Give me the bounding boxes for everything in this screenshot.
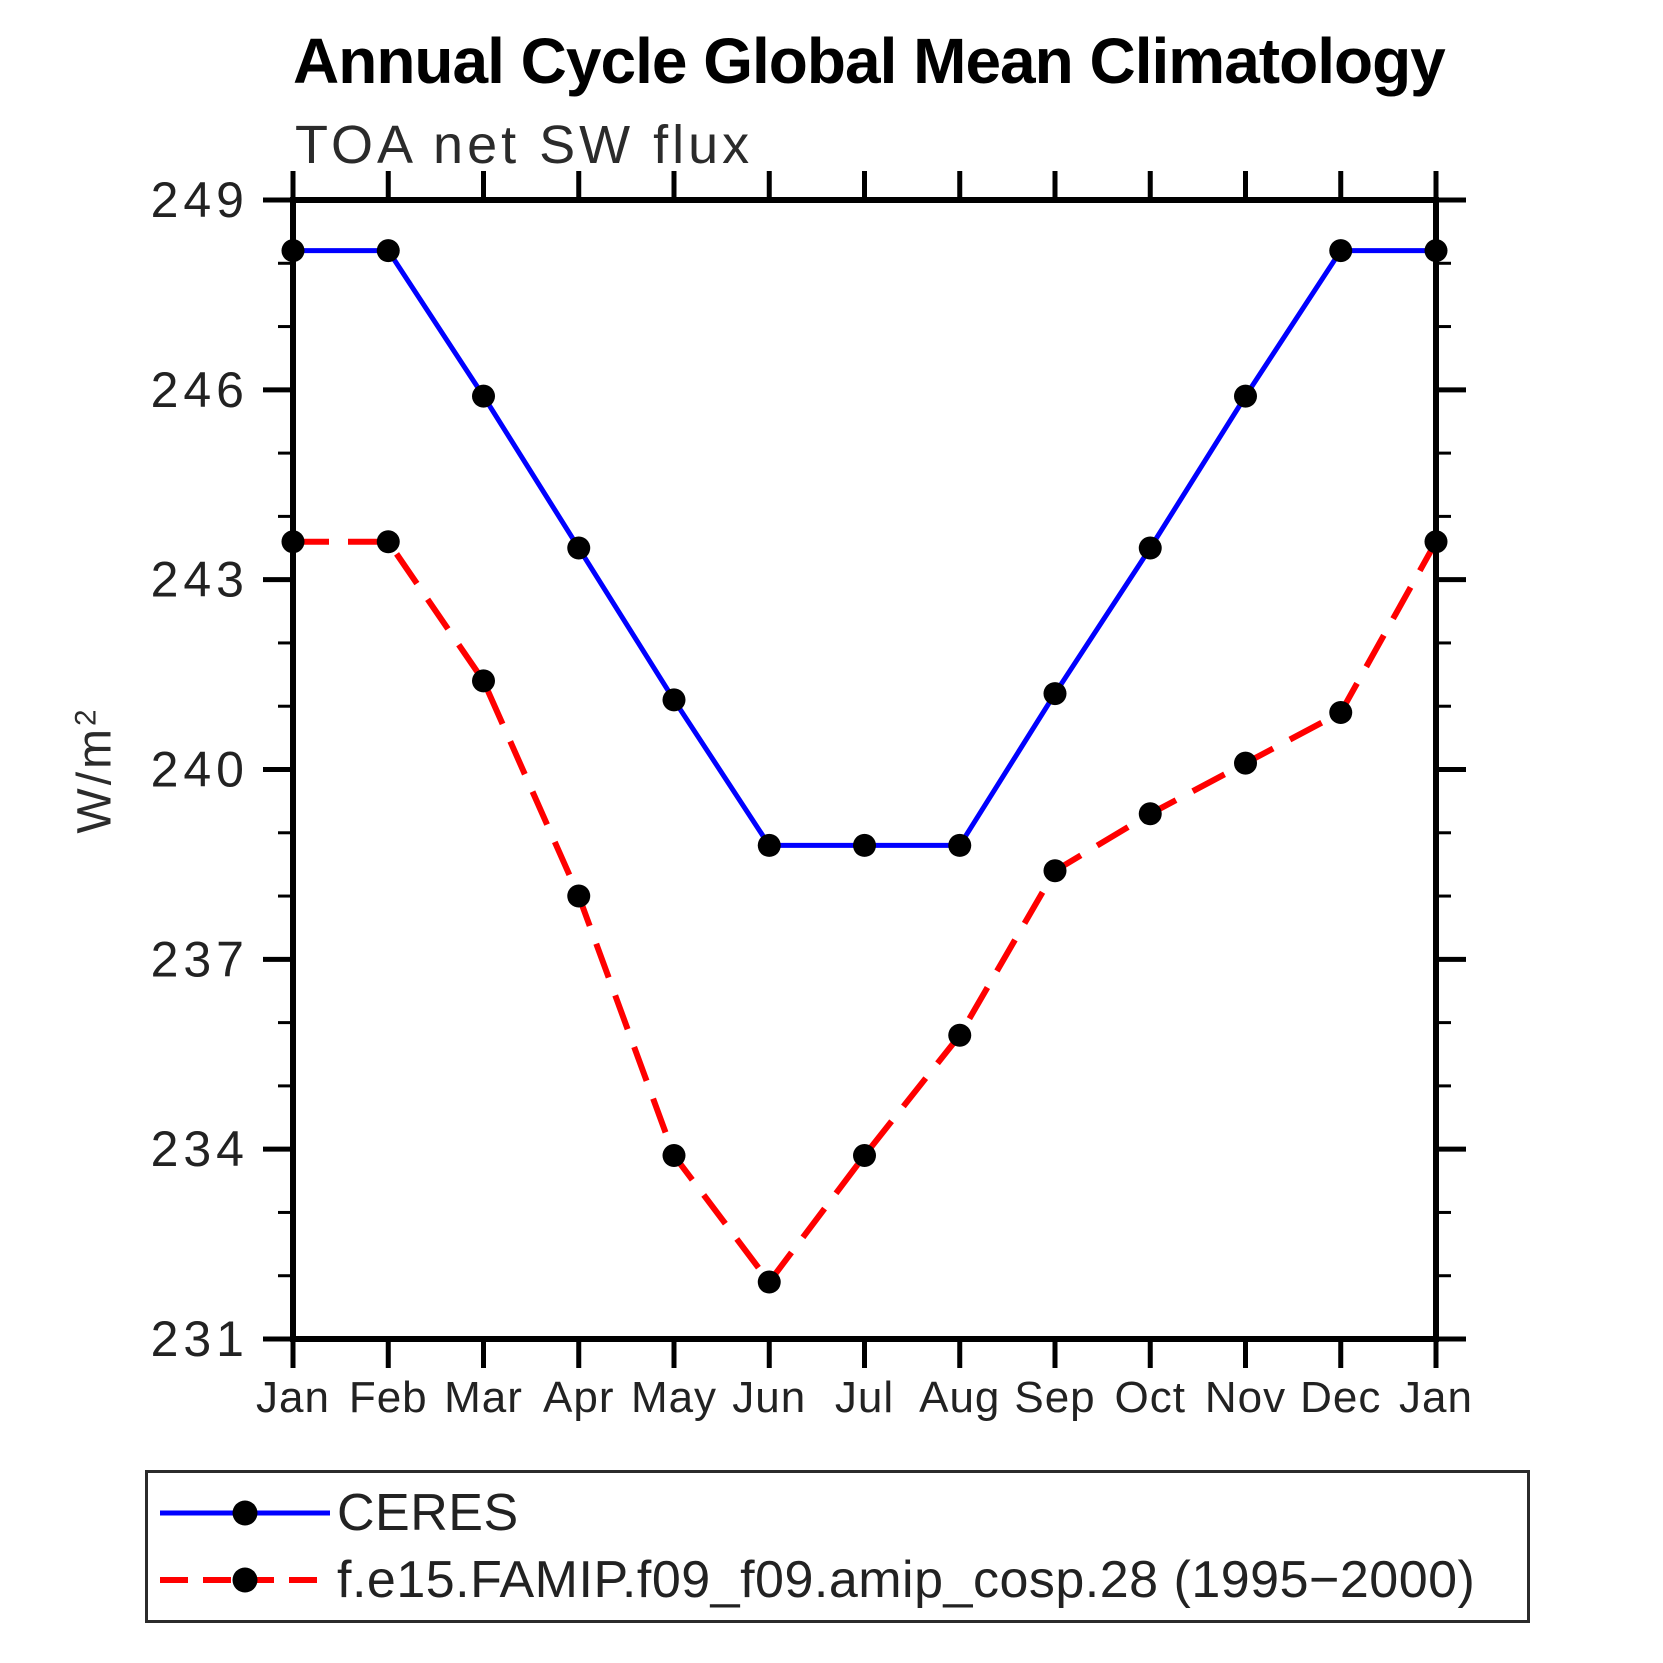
data-point-model-jun-5 xyxy=(757,1270,781,1294)
chart-title: Annual Cycle Global Mean Climatology xyxy=(293,25,1446,97)
x-tick-label: Apr xyxy=(543,1373,614,1422)
y-tick-label: 249 xyxy=(151,172,249,228)
data-point-model-mar-2 xyxy=(472,669,495,693)
y-tick-label: 237 xyxy=(151,931,249,987)
data-point-model-aug-7 xyxy=(948,1023,972,1047)
legend-marker-sample xyxy=(232,1500,258,1526)
data-point-ceres-jul-6 xyxy=(853,833,876,857)
data-point-model-jan-12 xyxy=(1424,530,1448,554)
data-point-model-may-4 xyxy=(662,1143,686,1167)
data-point-ceres-dec-11 xyxy=(1329,239,1353,263)
data-point-ceres-mar-2 xyxy=(472,384,495,408)
data-point-model-sep-8 xyxy=(1043,859,1067,883)
x-tick-label: Mar xyxy=(444,1373,523,1422)
legend-label-ceres: CERES xyxy=(337,1484,519,1542)
x-tick-label: Nov xyxy=(1205,1373,1286,1422)
x-tick-label: Jul xyxy=(835,1373,894,1422)
data-point-ceres-oct-9 xyxy=(1138,536,1162,560)
legend-item-model: f.e15.FAMIP.f09_f09.amip_cosp.28 (1995−2… xyxy=(156,1549,1527,1611)
legend-label-model: f.e15.FAMIP.f09_f09.amip_cosp.28 (1995−2… xyxy=(337,1551,1476,1609)
x-tick-label: Oct xyxy=(1115,1373,1186,1422)
data-point-model-feb-1 xyxy=(376,530,400,554)
data-point-ceres-may-4 xyxy=(662,688,686,712)
x-tick-label: Dec xyxy=(1300,1373,1381,1422)
data-point-ceres-feb-1 xyxy=(376,239,400,263)
data-point-ceres-sep-8 xyxy=(1043,682,1067,706)
y-tick-label: 246 xyxy=(151,362,249,418)
y-tick-label: 234 xyxy=(151,1121,249,1177)
data-point-ceres-jun-5 xyxy=(757,833,781,857)
data-point-model-apr-3 xyxy=(567,884,591,908)
x-tick-label: Jan xyxy=(256,1373,330,1422)
x-tick-label: Feb xyxy=(349,1373,428,1422)
legend-item-ceres: CERES xyxy=(156,1482,1527,1544)
legend-sample-model xyxy=(160,1567,330,1593)
x-tick-label: Aug xyxy=(919,1373,1000,1422)
data-point-model-oct-9 xyxy=(1138,802,1162,826)
data-point-ceres-nov-10 xyxy=(1234,384,1257,408)
data-point-ceres-jan-12 xyxy=(1424,239,1448,263)
data-point-model-jan-0 xyxy=(281,530,305,554)
x-tick-label: May xyxy=(631,1373,717,1422)
y-tick-label: 243 xyxy=(151,552,249,608)
legend-marker-sample xyxy=(232,1567,258,1593)
data-point-model-dec-11 xyxy=(1329,701,1353,725)
x-tick-label: Jan xyxy=(1399,1373,1473,1422)
data-point-ceres-jan-0 xyxy=(281,239,305,263)
legend: CERES f.e15.FAMIP.f09_f09.amip_cosp.28 (… xyxy=(145,1470,1530,1623)
data-point-model-nov-10 xyxy=(1234,751,1257,775)
x-tick-label: Sep xyxy=(1014,1373,1095,1422)
y-tick-label: 240 xyxy=(151,742,249,798)
plot-border xyxy=(290,197,1439,1342)
series-line-model xyxy=(293,538,1439,1288)
y-tick-label: 231 xyxy=(151,1311,249,1367)
chart-subtitle: TOA net SW flux xyxy=(295,115,754,175)
x-tick-label: Jun xyxy=(732,1373,806,1422)
data-point-model-jul-6 xyxy=(853,1143,876,1167)
data-point-ceres-apr-3 xyxy=(567,536,591,560)
data-point-ceres-aug-7 xyxy=(948,833,972,857)
legend-sample-ceres xyxy=(160,1500,330,1526)
